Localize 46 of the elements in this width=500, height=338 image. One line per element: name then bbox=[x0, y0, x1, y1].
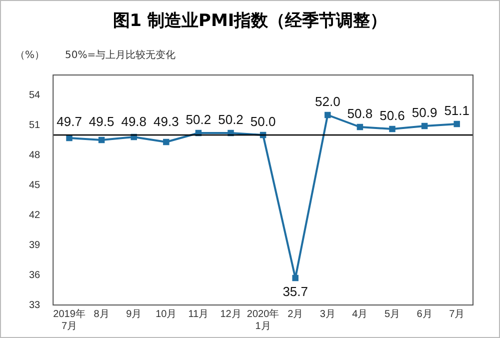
text: 50%=与上月比较无变化 bbox=[65, 48, 176, 62]
y-tick-label: 39 bbox=[29, 240, 41, 251]
x-tick-label: 3月 bbox=[320, 308, 336, 320]
x-tick-label: 2020年 1月 bbox=[246, 308, 280, 332]
y-tick-label: 51 bbox=[29, 120, 41, 131]
data-label: 50.9 bbox=[412, 105, 438, 120]
point bbox=[454, 120, 460, 128]
data-label: 50.8 bbox=[347, 106, 373, 122]
data-label: 49.7 bbox=[56, 114, 82, 130]
data-label: 49.8 bbox=[121, 114, 147, 130]
data-label: 52.0 bbox=[315, 94, 340, 110]
data-label: 50.6 bbox=[380, 108, 405, 124]
chart-title: 图1 制造业PMI指数（经季节调整） bbox=[112, 10, 388, 32]
x-tick-label: 7月 bbox=[449, 308, 465, 320]
y-tick-label: 54 bbox=[29, 90, 41, 101]
data-label: 50.2 bbox=[186, 112, 212, 128]
point bbox=[356, 124, 364, 130]
data-label: 49.3 bbox=[154, 114, 179, 130]
point bbox=[66, 134, 72, 142]
point bbox=[421, 122, 428, 130]
point bbox=[324, 112, 331, 118]
x-tick-label: 2月 bbox=[288, 308, 304, 320]
point bbox=[292, 274, 298, 282]
x-tick-label: 9月 bbox=[126, 308, 142, 320]
y-tick-label: 36 bbox=[29, 270, 41, 281]
data-label: 49.5 bbox=[88, 114, 114, 130]
y-tick-label: 42 bbox=[29, 210, 41, 221]
x-tick-label: 11月 bbox=[188, 308, 209, 320]
point bbox=[98, 136, 105, 144]
y-tick-label: 45 bbox=[29, 180, 41, 191]
data-label: 50.2 bbox=[218, 112, 244, 128]
y-tick-label: 48 bbox=[29, 150, 41, 161]
x-tick-label: 5月 bbox=[384, 308, 400, 320]
data-label: 35.7 bbox=[282, 284, 308, 300]
x-tick-label: 12月 bbox=[220, 308, 242, 320]
y-axis-title: （%） bbox=[15, 49, 45, 62]
x-tick-label: 8月 bbox=[94, 308, 110, 320]
x-tick-label: 6月 bbox=[416, 308, 432, 320]
x-tick-label: 4月 bbox=[352, 308, 368, 320]
x-tick-label: 2019年 7月 bbox=[53, 308, 86, 332]
data-label: 51.1 bbox=[444, 103, 470, 118]
point bbox=[389, 126, 396, 132]
x-tick-label: 10月 bbox=[156, 308, 177, 320]
point bbox=[163, 138, 170, 146]
data-label: 50.0 bbox=[250, 114, 276, 130]
y-tick-label: 33 bbox=[29, 300, 41, 311]
